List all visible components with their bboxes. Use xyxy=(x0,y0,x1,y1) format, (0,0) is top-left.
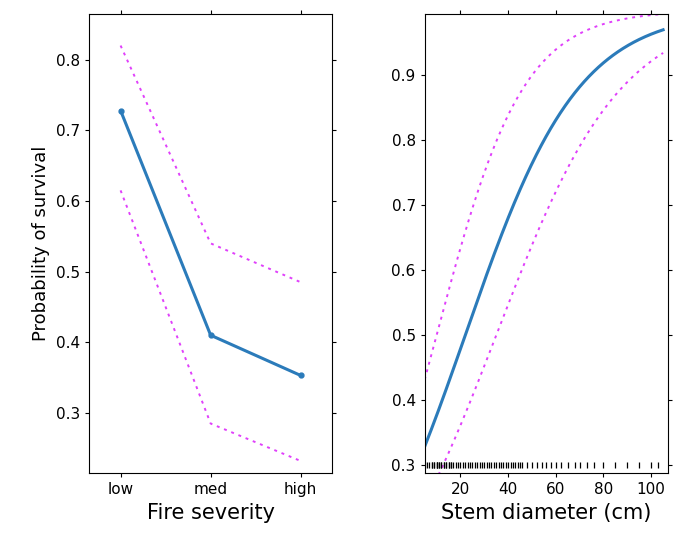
Y-axis label: Probability of survival: Probability of survival xyxy=(32,146,50,341)
X-axis label: Stem diameter (cm): Stem diameter (cm) xyxy=(441,503,651,522)
X-axis label: Fire severity: Fire severity xyxy=(147,503,275,522)
